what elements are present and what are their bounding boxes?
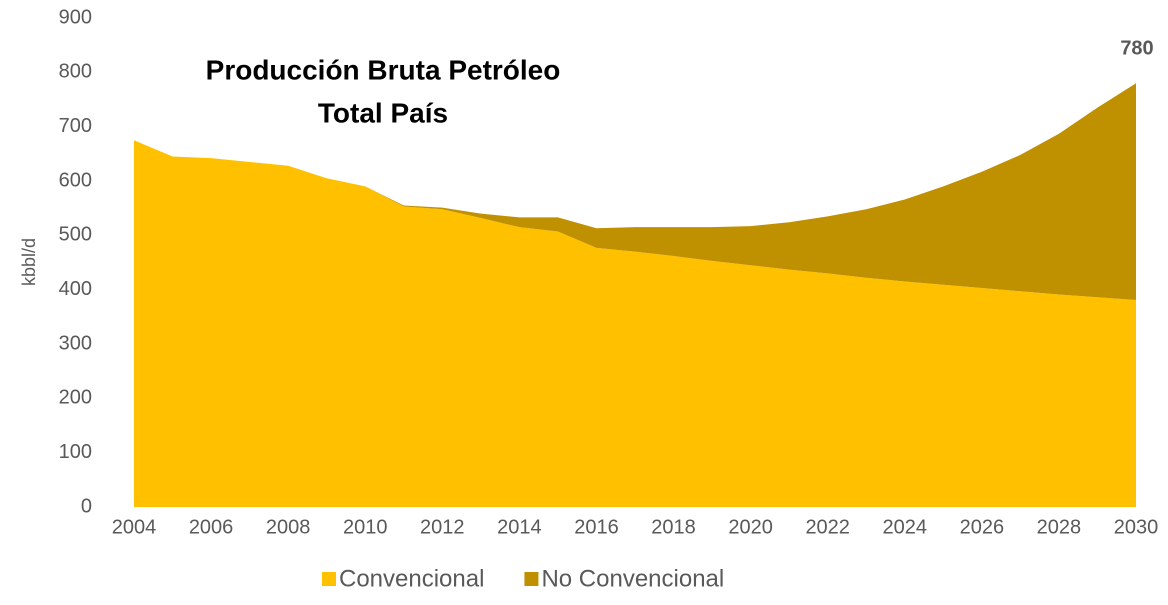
annotation: 780 [1120,37,1153,59]
x-tick-label: 2024 [883,516,928,538]
legend-label: No Convencional [541,565,724,592]
legend-swatch [322,572,336,586]
y-tick-label: 0 [81,495,92,517]
area [134,83,1136,300]
x-tick-label: 2008 [266,516,311,538]
y-tick-label: 500 [59,224,92,246]
x-tick-label: 2028 [1037,516,1082,538]
y-tick-label: 100 [59,441,92,463]
x-tick-label: 2014 [497,516,542,538]
y-tick-label: 700 [59,115,92,137]
x-tick-label: 2010 [343,516,388,538]
x-tick-label: 2020 [728,516,773,538]
legend-swatch [524,572,539,586]
area [134,140,1136,507]
y-tick-label: 800 [59,61,92,83]
x-tick-label: 2026 [960,516,1005,538]
x-tick-label: 2016 [574,516,619,538]
x-tick-label: 2004 [112,516,157,538]
x-tick-label: 2012 [420,516,465,538]
legend-label: Convencional [339,565,484,592]
y-axis-label: kbbl/d [19,238,39,286]
x-tick-label: 2030 [1114,516,1159,538]
chart-title: Producción Bruta Petróleo [206,54,561,85]
y-tick-label: 900 [59,6,92,28]
x-tick-label: 2022 [805,516,850,538]
x-tick-label: 2018 [651,516,696,538]
y-tick-label: 400 [59,278,92,300]
y-tick-label: 200 [59,387,92,409]
y-tick-label: 300 [59,332,92,354]
chart-title: Total País [318,97,448,128]
y-tick-label: 600 [59,169,92,191]
x-tick-label: 2006 [189,516,234,538]
